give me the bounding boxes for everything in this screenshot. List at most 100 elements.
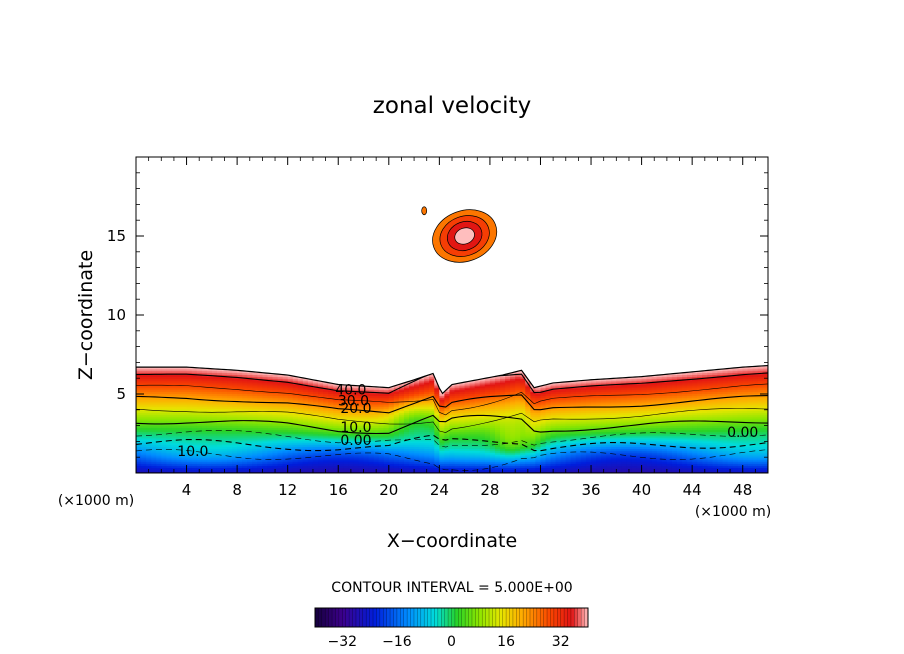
field-cell [181,465,188,468]
field-cell [277,455,284,459]
field-cell [267,383,274,387]
field-cell [181,425,188,429]
field-cell [510,395,516,398]
field-cell [333,368,339,372]
field-cell [348,397,355,400]
field-cell [206,444,213,448]
field-cell [353,404,360,408]
field-cell [302,389,309,393]
field-cell [484,410,491,413]
field-cell [500,465,506,468]
field-cell [459,391,466,394]
field-cell [277,389,284,393]
field-cell [479,419,486,423]
field-cell [489,393,496,396]
field-cell [348,376,355,379]
field-cell [186,467,193,470]
field-cell [505,391,511,394]
field-cell [176,446,183,449]
field-cell [151,442,157,446]
field-cell [429,435,435,438]
field-cell [242,402,248,406]
field-cell [419,414,425,417]
field-cell [409,363,415,365]
field-cell [429,465,435,468]
field-cell [282,418,289,421]
field-cell [403,421,410,425]
field-cell [358,436,365,440]
field-cell [292,387,299,391]
field-cell [216,444,223,448]
field-cell [171,380,178,383]
field-cell [292,454,299,457]
field-cell [414,366,420,370]
field-cell [510,465,516,468]
field-cell [318,376,324,379]
field-cell [232,450,238,453]
field-cell [272,431,279,434]
field-cell [525,436,531,440]
field-cell [302,448,309,451]
field-cell [151,431,157,434]
field-cell [484,438,491,442]
field-cell [434,402,440,406]
field-cell [505,406,511,410]
field-cell [242,372,248,376]
field-cell [171,378,178,381]
field-cell [484,431,491,434]
field-cell [191,404,198,408]
field-cell [474,436,481,440]
field-cell [161,463,167,467]
field-cell [494,416,501,419]
field-cell [267,461,274,465]
field-cell [297,421,304,425]
field-cell [459,404,466,408]
field-cell [494,376,501,379]
field-cell [187,361,193,363]
field-cell [545,416,552,419]
field-cell [469,374,476,377]
field-cell [444,440,451,444]
field-cell [161,385,167,389]
field-cell [338,427,344,430]
field-cell [464,454,471,457]
field-cell [383,366,390,370]
field-cell [272,427,279,430]
field-cell [378,408,385,412]
field-cell [156,438,162,442]
field-cell [227,442,233,446]
field-cell [161,374,167,377]
field-cell [237,391,243,394]
field-cell [469,442,476,446]
field-cell [409,461,415,465]
field-cell [550,448,557,451]
field-cell [161,363,167,365]
field-cell [434,366,440,370]
field-cell [156,406,162,410]
field-cell [136,431,142,434]
field-cell [242,378,248,381]
field-cell [378,374,385,377]
field-cell [176,457,183,461]
field-cell [429,469,435,472]
field-cell [242,366,248,370]
field-cell [459,378,466,381]
field-cell [358,412,365,415]
field-cell [348,370,355,374]
field-cell [257,471,263,473]
field-cell [277,414,284,417]
field-cell [211,431,218,434]
field-cell [489,423,496,427]
field-cell [141,440,147,444]
field-cell [358,374,365,377]
field-cell [156,459,162,463]
field-cell [196,365,203,368]
field-cell [403,465,410,468]
field-cell [444,429,451,432]
field-cell [424,431,430,434]
field-cell [500,406,506,410]
field-cell [545,399,552,402]
field-cell [151,416,157,419]
field-cell [464,368,471,372]
field-cell [257,416,263,419]
